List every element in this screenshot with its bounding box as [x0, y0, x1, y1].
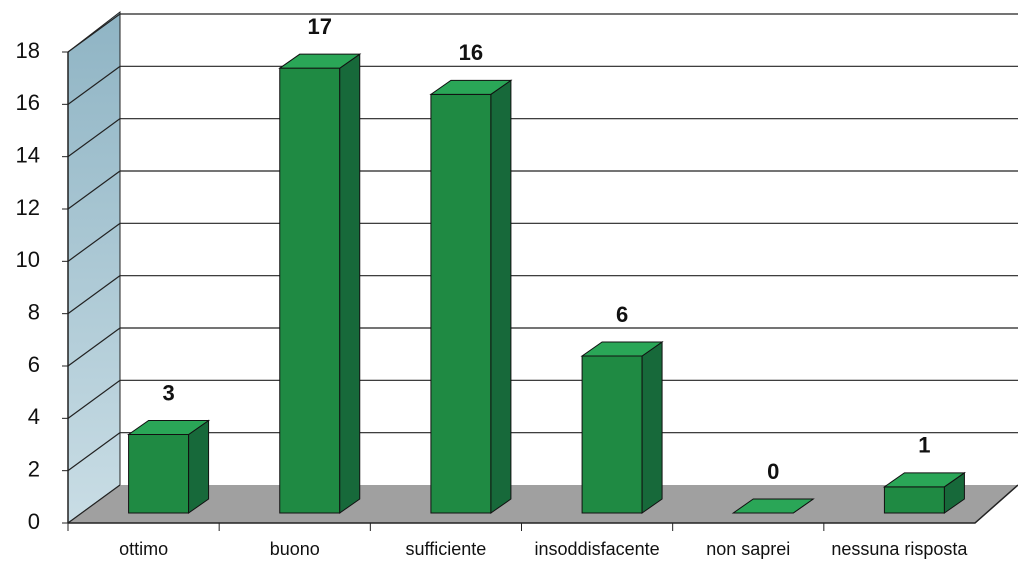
- y-tick-label: 12: [16, 195, 40, 220]
- data-label: 0: [767, 459, 779, 484]
- bar-front: [883, 486, 945, 514]
- floor: [68, 485, 1018, 523]
- grid-line: [67, 275, 121, 315]
- bar-side: [339, 53, 361, 514]
- y-tick-label: 6: [28, 352, 40, 377]
- bar-front: [430, 93, 492, 514]
- x-tick-label: ottimo: [119, 539, 168, 559]
- bar-top: [126, 420, 211, 435]
- bar-front: [581, 355, 643, 514]
- y-tick-label: 4: [28, 404, 40, 429]
- bar-top: [429, 79, 513, 95]
- bar: [126, 419, 211, 514]
- grid-line: [67, 118, 121, 158]
- bar-top: [278, 53, 362, 69]
- x-tick-label: insoddisfacente: [535, 539, 660, 559]
- bar-side: [641, 341, 663, 514]
- bar-top: [882, 472, 967, 488]
- data-label: 6: [616, 302, 628, 327]
- grid-line: [67, 484, 121, 524]
- data-label: 1: [918, 433, 930, 458]
- x-tick-label: sufficiente: [406, 539, 487, 559]
- bar: [580, 341, 664, 514]
- bar-side: [188, 419, 210, 514]
- x-tick-label: nessuna risposta: [831, 539, 968, 559]
- x-tick-label: buono: [270, 539, 320, 559]
- bar: [731, 498, 815, 514]
- y-tick-label: 0: [28, 509, 40, 534]
- grid-line: [67, 432, 121, 472]
- grid-line: [67, 222, 121, 262]
- data-label: 16: [459, 40, 483, 65]
- bar: [429, 79, 513, 514]
- side-wall: [67, 10, 121, 524]
- bar: [882, 471, 967, 514]
- grid-line: [67, 65, 121, 105]
- grid-line: [67, 379, 121, 419]
- y-tick-label: 18: [16, 38, 40, 63]
- y-tick-label: 10: [16, 247, 40, 272]
- y-tick-label: 2: [28, 456, 40, 481]
- bar-front: [128, 434, 190, 514]
- data-label: 17: [308, 14, 332, 39]
- bar-top: [580, 341, 664, 357]
- x-tick-label: non saprei: [706, 539, 790, 559]
- grid-line: [67, 327, 121, 367]
- y-tick-label: 16: [16, 90, 40, 115]
- data-label: 3: [162, 380, 174, 405]
- y-tick-label: 8: [28, 299, 40, 324]
- bar-top: [731, 498, 815, 514]
- bar-front: [279, 67, 341, 514]
- grid-line: [67, 170, 121, 210]
- bar-side: [490, 79, 512, 514]
- bar: [278, 53, 362, 514]
- y-tick-label: 14: [16, 142, 40, 167]
- grid-line: [67, 13, 121, 53]
